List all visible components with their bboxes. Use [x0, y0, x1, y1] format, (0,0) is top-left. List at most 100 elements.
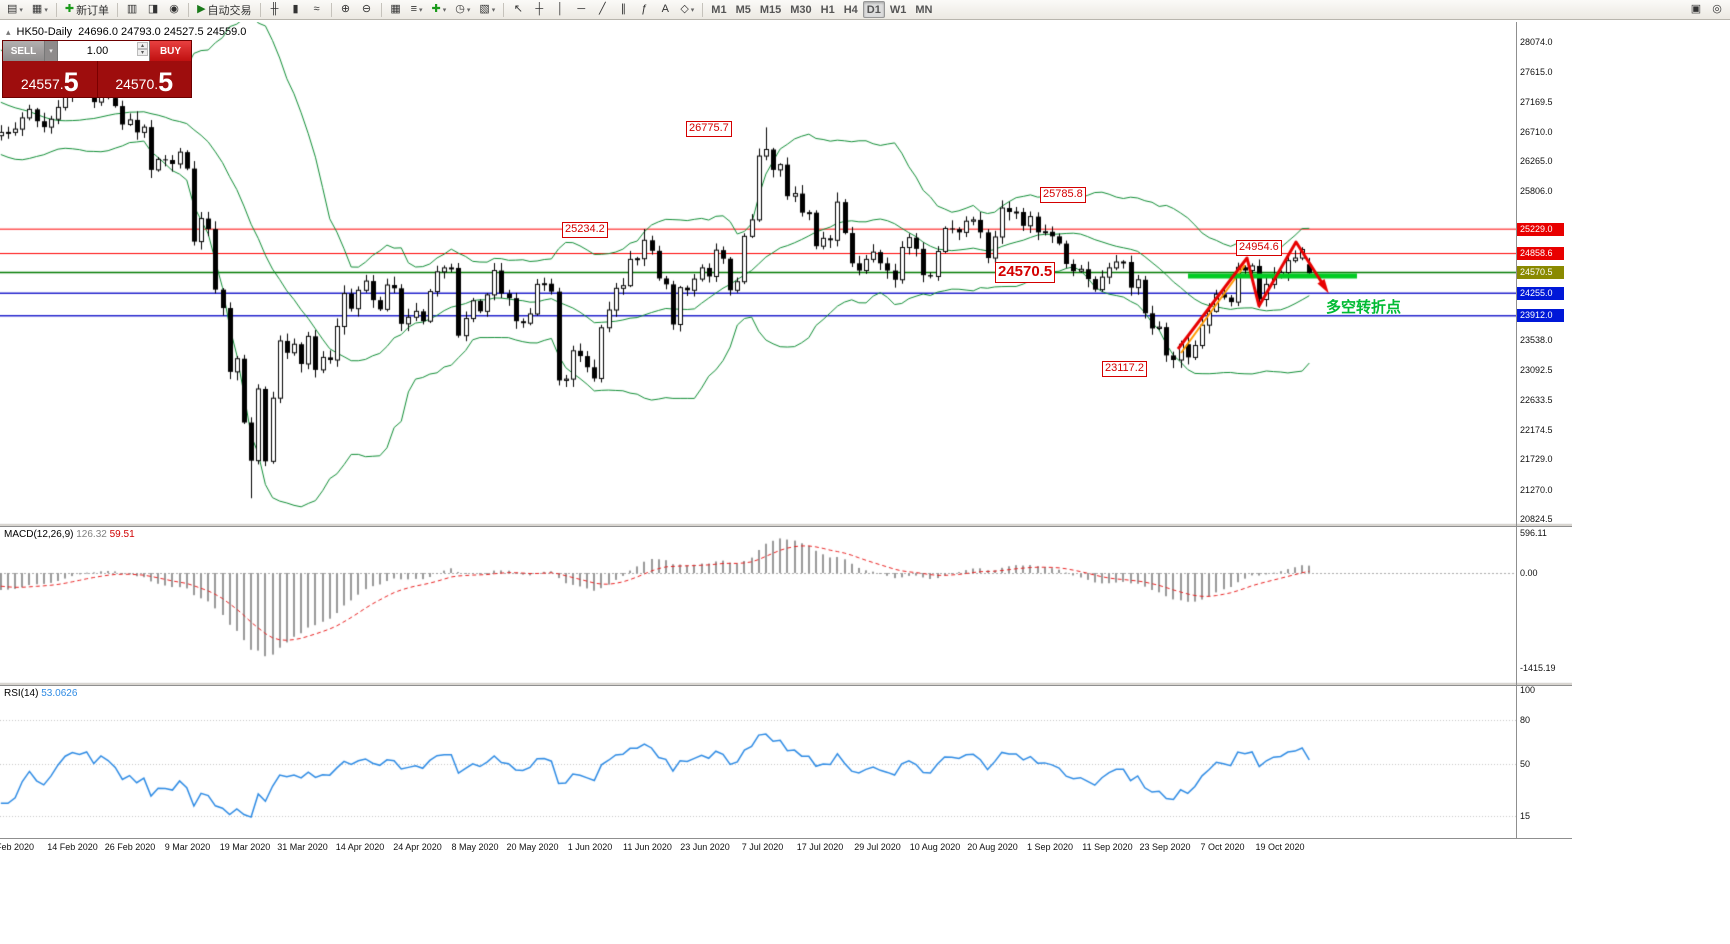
timeframe-h1[interactable]: H1	[817, 1, 839, 18]
price-annotation[interactable]: 25785.8	[1040, 187, 1086, 203]
candlestick-mode[interactable]: ▮	[286, 1, 306, 18]
chart-shift[interactable]: ▣	[1686, 1, 1706, 18]
horizontal-line-tool[interactable]: ─	[571, 1, 591, 18]
periods-icon: ◷	[455, 3, 465, 15]
fibonacci-tool[interactable]: ƒ	[634, 1, 654, 18]
date-label: 14 Apr 2020	[335, 842, 385, 852]
date-label: 24 Apr 2020	[393, 842, 442, 852]
timeframe-d1[interactable]: D1	[862, 1, 885, 18]
timeframe-w1[interactable]: W1	[886, 1, 911, 18]
panel-separator[interactable]	[0, 682, 1572, 686]
timeframe-w1-label: W1	[889, 3, 907, 16]
spin-up-icon[interactable]: ▴	[137, 42, 148, 49]
panel-separator[interactable]	[0, 523, 1572, 527]
date-label: 17 Jul 2020	[796, 842, 844, 852]
chart-profiles-icon: ▦	[31, 3, 43, 15]
sell-button[interactable]: SELL	[3, 41, 45, 61]
price-annotation[interactable]: 24570.5	[995, 262, 1056, 283]
new-order[interactable]: ✚ 新订单	[61, 1, 113, 18]
timeframe-m15[interactable]: M15	[756, 1, 785, 18]
spin-down-icon[interactable]: ▾	[137, 49, 148, 56]
data-window[interactable]: ◨	[143, 1, 163, 18]
price-level-box: 24858.6	[1517, 247, 1564, 261]
macd-value-main: 126.32	[76, 529, 107, 540]
bid-price-big-digit: 5	[63, 67, 79, 97]
vertical-line-tool[interactable]: │	[550, 1, 570, 18]
cursor-tool[interactable]: ↖	[508, 1, 528, 18]
date-label: 26 Feb 2020	[104, 842, 156, 852]
channel-tool[interactable]: ∥	[613, 1, 633, 18]
price-level-box: 24570.5	[1517, 265, 1564, 279]
trendline-tool[interactable]: ╱	[592, 1, 612, 18]
date-label: 31 Mar 2020	[277, 842, 328, 852]
time-axis-separator	[0, 838, 1572, 839]
sound-alerts[interactable]: ◉	[164, 1, 184, 18]
periods-dropdown-icon[interactable]: ▾	[466, 6, 471, 14]
price-chart-canvas[interactable]	[0, 22, 1516, 523]
line-chart-mode-icon: ≈	[313, 3, 320, 15]
buy-button[interactable]: BUY	[149, 41, 191, 61]
timeframe-m1-label: M1	[711, 3, 727, 16]
tile-windows-icon: ▦	[390, 3, 401, 15]
timeframe-mn[interactable]: MN	[911, 1, 936, 18]
toolbar-separator	[188, 2, 190, 17]
macd-canvas[interactable]	[0, 527, 1516, 682]
volume-input[interactable]	[58, 42, 149, 60]
new-chart-dropdown-icon[interactable]: ▾	[19, 6, 23, 14]
text-tool-icon: A	[661, 3, 669, 15]
volume-dropdown[interactable]: ▾	[45, 41, 58, 61]
chart-profiles-dropdown-icon[interactable]: ▾	[44, 6, 48, 14]
date-label: 20 Aug 2020	[967, 842, 1018, 852]
zoom-out-icon: ⊖	[361, 3, 372, 15]
price-tick-label: 20824.5	[1520, 513, 1553, 524]
collapse-icon[interactable]: ▴	[6, 26, 11, 37]
macd-label: MACD(12,26,9)	[4, 529, 74, 540]
date-label: 10 Aug 2020	[909, 842, 961, 852]
toolbar-separator	[330, 2, 332, 17]
zoom-in[interactable]: ⊕	[336, 1, 356, 18]
add-indicator-dropdown-icon[interactable]: ▾	[442, 6, 447, 14]
macd-axis-label: 0.00	[1520, 568, 1538, 578]
line-chart-mode[interactable]: ≈	[307, 1, 327, 18]
price-tick-label: 28074.0	[1520, 37, 1553, 47]
bar-chart-mode[interactable]: ╫	[265, 1, 285, 18]
indicators-dropdown-icon[interactable]: ▾	[418, 6, 423, 14]
sell-price[interactable]: 24557. 5	[3, 61, 97, 97]
price-tick-label: 22174.5	[1520, 425, 1553, 436]
tile-windows[interactable]: ▦	[386, 1, 406, 18]
date-label: 11 Sep 2020	[1082, 842, 1133, 852]
timeframe-m1[interactable]: M1	[707, 1, 730, 18]
bid-price-main: 24557.	[20, 76, 64, 92]
turning-point-note[interactable]: 多空转折点	[1326, 299, 1402, 316]
timeframe-m5[interactable]: M5	[732, 1, 755, 18]
price-annotation[interactable]: 26775.7	[686, 121, 732, 137]
arrow-objects-dropdown-icon[interactable]: ▾	[690, 6, 695, 14]
text-tool[interactable]: A	[655, 1, 675, 18]
indicators[interactable]: ≡ ▾	[407, 1, 427, 18]
rsi-canvas[interactable]	[0, 686, 1516, 838]
crosshair-tool[interactable]: ┼	[529, 1, 549, 18]
price-annotation[interactable]: 25234.2	[562, 222, 608, 238]
price-annotation[interactable]: 23117.2	[1102, 361, 1147, 377]
buy-price[interactable]: 24570. 5	[96, 61, 192, 97]
toolbar-separator	[503, 2, 505, 17]
market-watch[interactable]: ▥	[122, 1, 142, 18]
arrow-objects[interactable]: ◇ ▾	[676, 1, 698, 18]
volume-spinner: ▴ ▾	[137, 42, 148, 56]
templates[interactable]: ▧ ▾	[475, 1, 499, 18]
chart-profiles[interactable]: ▦ ▾	[28, 1, 52, 18]
timeframe-h4[interactable]: H4	[840, 1, 862, 18]
macd-axis-label: 596.11	[1520, 528, 1547, 538]
main-toolbar: ▤ ▾ ▦ ▾ ✚ 新订单 ▥ ◨ ◉ ▶ 自动交易 ╫ ▮ ≈ ⊕ ⊖ ▦ ≡ ▾ ✚ ▾ ◷ ▾ ▧ ▾ ↖ ┼ │ ─ ╱ ∥ ƒ A ◇ ▾…	[0, 0, 1730, 20]
docking[interactable]: ◎	[1707, 1, 1727, 18]
date-label: 20 May 2020	[506, 842, 559, 852]
templates-dropdown-icon[interactable]: ▾	[491, 6, 496, 14]
timeframe-m30[interactable]: M30	[786, 1, 815, 18]
new-chart[interactable]: ▤ ▾	[3, 1, 27, 18]
add-indicator[interactable]: ✚ ▾	[428, 1, 451, 18]
zoom-out[interactable]: ⊖	[357, 1, 377, 18]
price-annotation[interactable]: 24954.6	[1236, 240, 1282, 256]
periods[interactable]: ◷ ▾	[451, 1, 474, 18]
zoom-in-icon: ⊕	[340, 3, 351, 15]
autotrading[interactable]: ▶ 自动交易	[193, 1, 255, 18]
